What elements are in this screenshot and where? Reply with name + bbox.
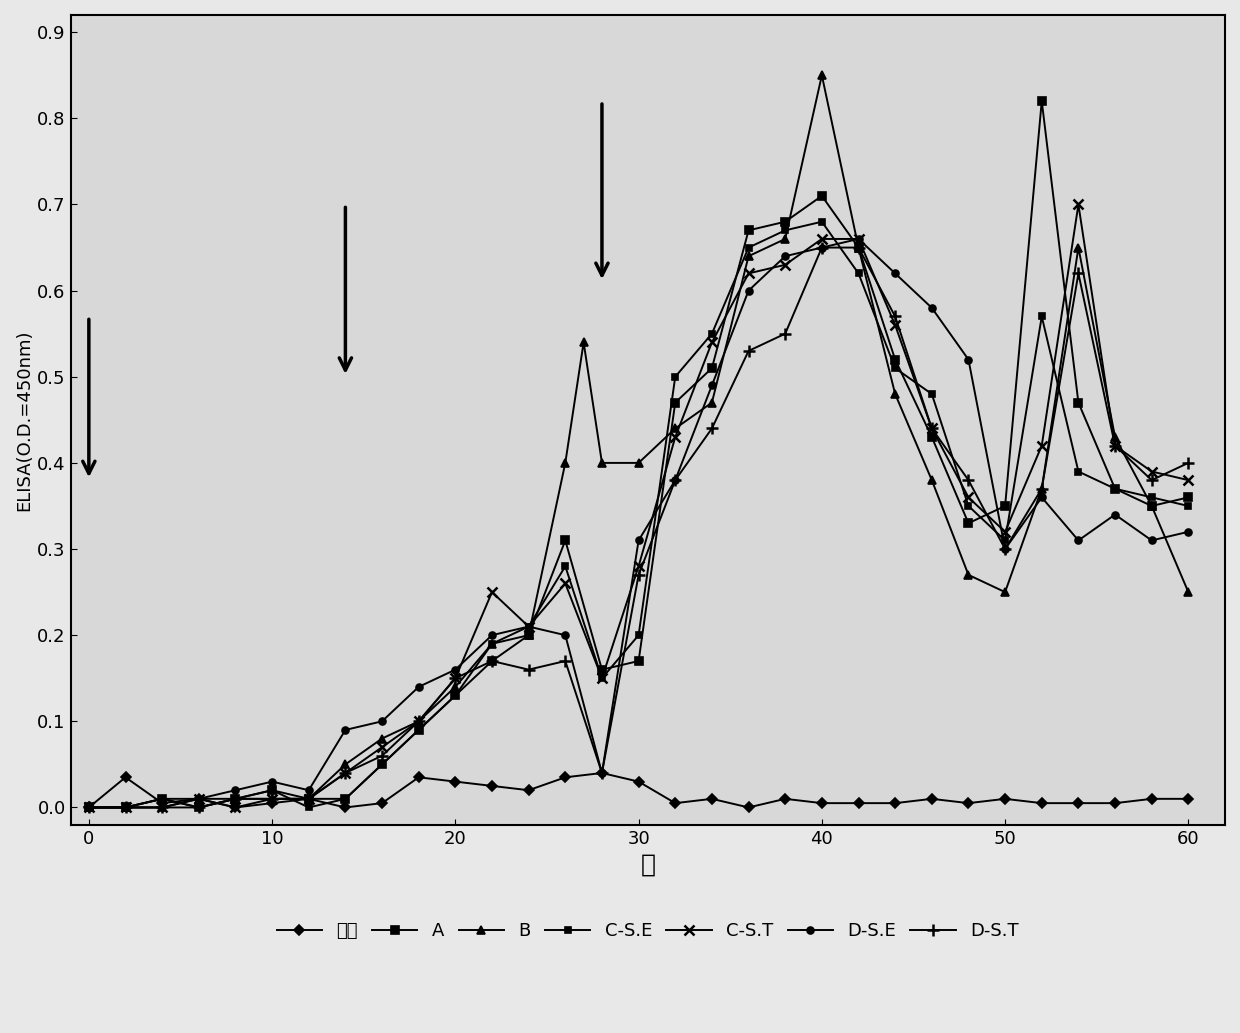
- Y-axis label: ELISA(O.D.=450nm): ELISA(O.D.=450nm): [15, 330, 33, 510]
- Legend: 对照, A, B, C-S.E, C-S.T, D-S.E, D-S.T: 对照, A, B, C-S.E, C-S.T, D-S.E, D-S.T: [269, 914, 1025, 947]
- X-axis label: 天: 天: [640, 853, 655, 877]
